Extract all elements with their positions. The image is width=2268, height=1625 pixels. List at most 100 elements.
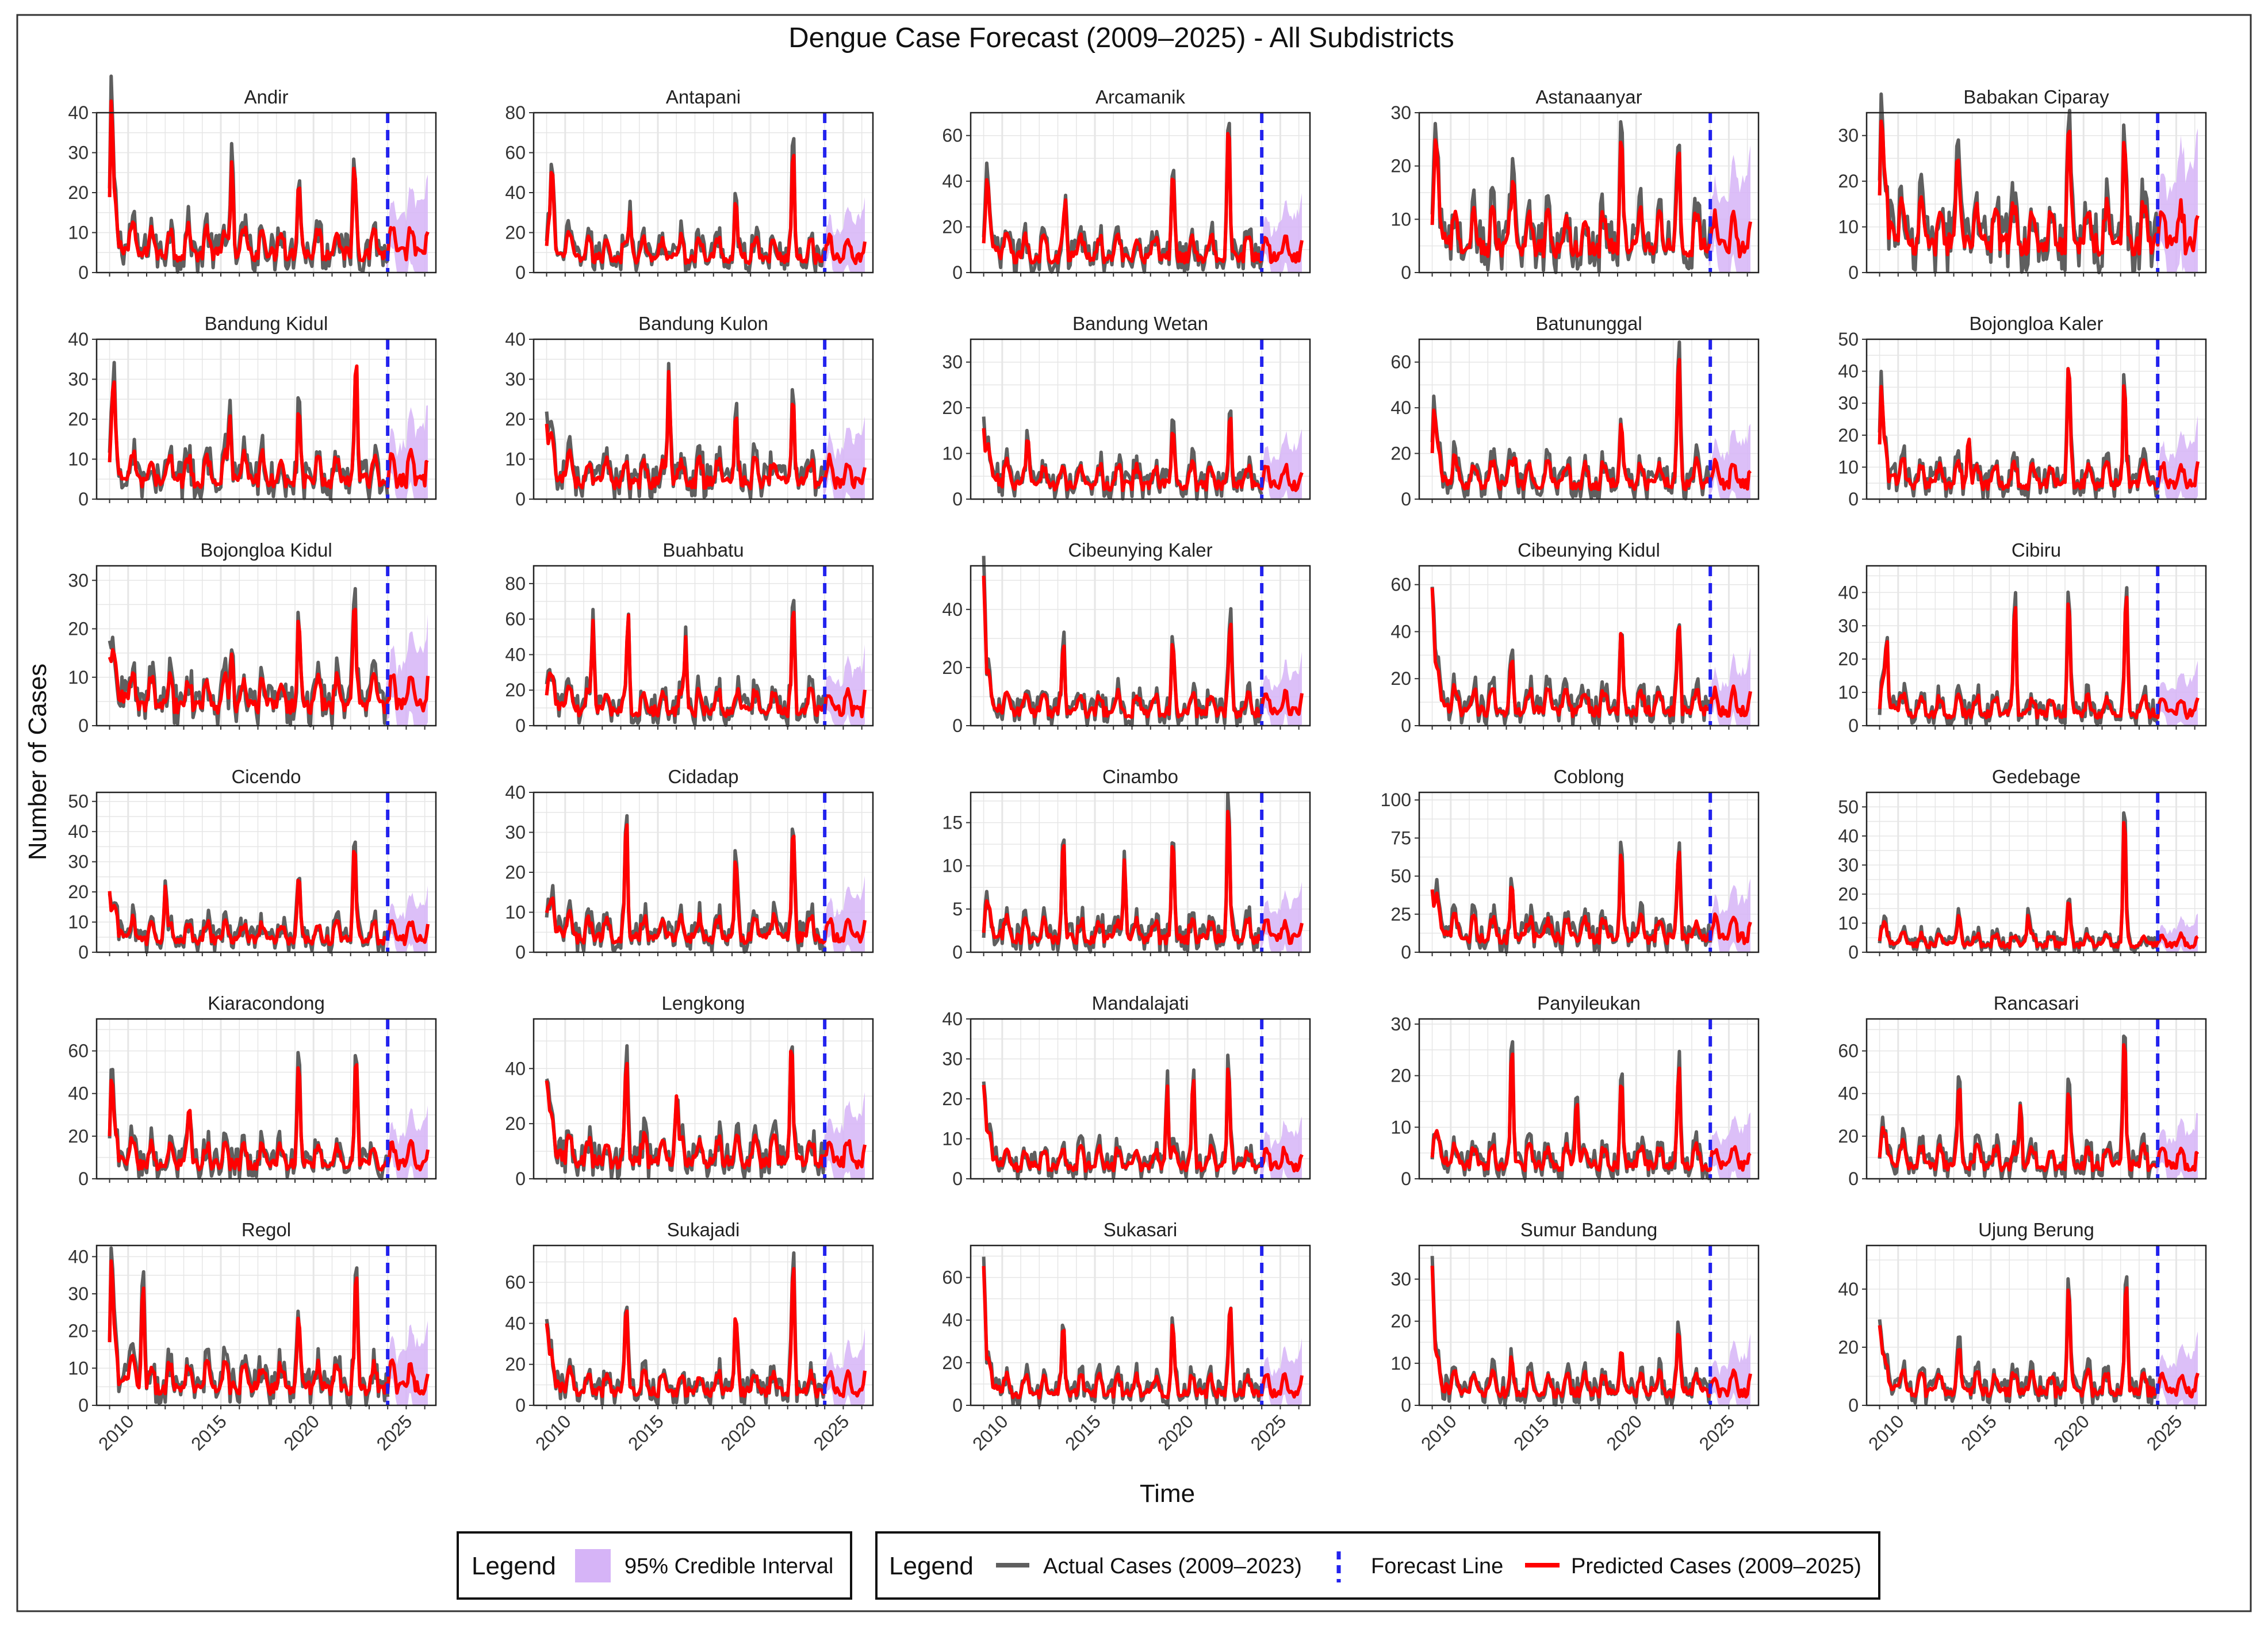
y-tick-label: 10 <box>68 912 89 933</box>
y-tick-label: 20 <box>505 680 526 700</box>
y-tick-label: 30 <box>1838 125 1859 146</box>
facet-panel: Bandung Wetan 0 10 20 30 <box>942 313 1311 509</box>
y-tick-label: 10 <box>68 1358 89 1378</box>
y-tick-label: 40 <box>1838 1279 1859 1300</box>
y-tick-label: 40 <box>68 102 89 123</box>
y-tick-label: 30 <box>68 1283 89 1304</box>
y-tick-label: 20 <box>1838 884 1859 905</box>
y-tick-label: 0 <box>952 489 963 509</box>
facet-title: Cibiru <box>2012 539 2061 561</box>
y-tick-label: 0 <box>515 489 526 509</box>
facet-title: Panyileukan <box>1537 992 1641 1014</box>
facet-panel: Buahbatu 0 20 40 60 80 <box>505 539 874 736</box>
y-tick-label: 80 <box>505 102 526 123</box>
y-tick-label: 0 <box>515 1395 526 1416</box>
panel-border <box>532 1018 874 1180</box>
panel-border <box>95 1018 437 1180</box>
x-axis-label: Time <box>1140 1480 1195 1508</box>
y-tick-label: 0 <box>1401 942 1411 963</box>
facet-title: Cidadap <box>668 766 739 787</box>
y-tick-label: 20 <box>505 1113 526 1134</box>
predicted-cases-line <box>1878 1286 2200 1399</box>
y-tick-label: 20 <box>942 657 963 678</box>
panel-border <box>970 565 1311 727</box>
facet-title: Sukasari <box>1104 1219 1177 1240</box>
y-tick-label: 30 <box>1838 615 1859 636</box>
panel-border <box>95 565 437 727</box>
predicted-cases-line <box>982 1266 1304 1400</box>
facet-title: Sukajadi <box>667 1219 740 1240</box>
facet-panel: Lengkong 0 20 40 <box>505 992 874 1189</box>
facet-panel: Cidadap 0 10 20 30 40 <box>505 766 874 963</box>
facet-panel: Cibeunying Kidul 0 20 40 60 <box>1390 539 1760 736</box>
y-tick-label: 0 <box>515 1168 526 1189</box>
figure-frame <box>16 14 2252 1612</box>
y-tick-label: 0 <box>1848 262 1859 283</box>
facet-panel: Cibeunying Kaler 0 20 40 <box>942 539 1311 736</box>
y-tick-label: 60 <box>1390 574 1411 595</box>
predicted-cases-line <box>1430 138 1752 259</box>
facet-panel: Cinambo 0 5 10 15 <box>942 766 1311 963</box>
y-tick-label: 30 <box>68 852 89 872</box>
facet-title: Batununggal <box>1535 313 1642 334</box>
y-tick-label: 0 <box>1848 1395 1859 1416</box>
predicted-cases-line <box>982 416 1304 492</box>
y-tick-label: 10 <box>1390 1117 1411 1137</box>
facet-panel: Bojongloa Kaler 0 10 20 30 40 50 <box>1838 313 2207 509</box>
y-tick-label: 40 <box>1390 397 1411 418</box>
y-tick-label: 30 <box>505 369 526 390</box>
panel-border <box>970 1244 1311 1406</box>
y-tick-label: 10 <box>1390 1353 1411 1374</box>
predicted-cases-line <box>982 576 1304 719</box>
y-tick-label: 10 <box>1838 217 1859 237</box>
y-tick-label: 20 <box>68 1321 89 1342</box>
y-tick-label: 10 <box>942 443 963 464</box>
actual-cases-line <box>1430 340 1712 501</box>
facet-panel: Mandalajati 0 10 20 30 40 <box>942 992 1311 1189</box>
panel-border <box>532 1244 874 1406</box>
facet-panel: Arcamanik 0 20 40 60 <box>942 86 1311 283</box>
predicted-cases-line <box>545 611 867 719</box>
y-tick-label: 20 <box>942 1352 963 1373</box>
y-tick-label: 0 <box>952 942 963 963</box>
y-tick-label: 30 <box>1838 393 1859 413</box>
panel-border <box>970 791 1311 953</box>
y-tick-label: 20 <box>1838 1337 1859 1358</box>
predicted-cases-line <box>1878 367 2200 492</box>
y-tick-label: 0 <box>1848 942 1859 963</box>
predicted-cases-line <box>982 1067 1304 1173</box>
predicted-cases-line <box>1878 119 2200 257</box>
y-tick-label: 20 <box>1390 1066 1411 1086</box>
predicted-cases-line <box>1430 358 1752 492</box>
panel-border <box>1865 565 2207 727</box>
predicted-cases-line <box>108 850 430 946</box>
y-tick-label: 20 <box>1838 649 1859 669</box>
y-tick-label: 80 <box>505 573 526 594</box>
predicted-cases-line <box>545 154 867 266</box>
y-tick-label: 40 <box>942 599 963 620</box>
y-tick-label: 40 <box>942 171 963 191</box>
y-tick-label: 0 <box>952 1168 963 1189</box>
y-tick-label: 40 <box>1838 1083 1859 1104</box>
legend-forecast-label: Forecast Line <box>1371 1554 1503 1578</box>
y-tick-label: 40 <box>68 1083 89 1104</box>
y-tick-label: 20 <box>1390 668 1411 689</box>
facet-panel: Astanaanyar 0 10 20 30 <box>1390 86 1760 283</box>
y-tick-label: 0 <box>1401 1395 1411 1416</box>
y-tick-label: 40 <box>505 1058 526 1079</box>
y-tick-label: 20 <box>942 217 963 237</box>
facet-panel: Cicendo 0 10 20 30 40 50 <box>68 766 437 963</box>
y-tick-label: 25 <box>1390 904 1411 925</box>
predicted-cases-line <box>1878 595 2200 720</box>
y-tick-label: 30 <box>505 822 526 843</box>
y-tick-label: 0 <box>1401 715 1411 736</box>
facet-panel: Bojongloa Kidul 0 10 20 30 <box>68 539 437 736</box>
facet-title: Andir <box>244 86 288 108</box>
y-tick-label: 0 <box>515 942 526 963</box>
y-tick-label: 10 <box>505 449 526 470</box>
predicted-cases-line <box>1878 821 2199 949</box>
y-tick-label: 0 <box>1401 262 1411 283</box>
